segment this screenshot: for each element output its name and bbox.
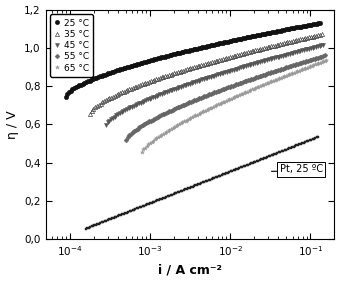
Y-axis label: η / V: η / V: [5, 110, 19, 139]
55 °C: [234, 83, 238, 86]
Line: 45 °C: 45 °C: [104, 43, 325, 127]
25 °C: [207, 44, 211, 47]
45 °C: [104, 124, 108, 127]
Legend: 25 °C, 35 °C, 45 °C, 55 °C, 65 °C: 25 °C, 35 °C, 45 °C, 55 °C, 65 °C: [50, 14, 93, 77]
55 °C: [124, 138, 128, 141]
25 °C: [274, 30, 278, 33]
Line: 25 °C: 25 °C: [64, 21, 322, 99]
25 °C: [164, 54, 168, 58]
Line: 55 °C: 55 °C: [124, 54, 326, 142]
Text: Pt, 25 ºC: Pt, 25 ºC: [280, 164, 323, 174]
35 °C: [284, 41, 288, 45]
25 °C: [318, 21, 322, 25]
45 °C: [291, 51, 295, 54]
35 °C: [88, 112, 92, 116]
35 °C: [300, 37, 304, 41]
65 °C: [164, 130, 168, 133]
Line: 35 °C: 35 °C: [88, 32, 324, 116]
25 °C: [147, 59, 151, 62]
X-axis label: i / A cm⁻²: i / A cm⁻²: [158, 263, 222, 276]
65 °C: [200, 111, 204, 114]
35 °C: [253, 49, 257, 52]
25 °C: [239, 37, 243, 40]
35 °C: [214, 59, 218, 63]
55 °C: [316, 56, 320, 59]
45 °C: [321, 43, 325, 47]
25 °C: [64, 95, 68, 98]
65 °C: [324, 59, 328, 62]
45 °C: [160, 92, 164, 95]
55 °C: [261, 74, 265, 77]
Line: 65 °C: 65 °C: [140, 58, 328, 154]
55 °C: [166, 110, 170, 114]
55 °C: [281, 67, 285, 70]
65 °C: [302, 67, 306, 70]
65 °C: [182, 120, 186, 123]
45 °C: [307, 47, 311, 50]
65 °C: [140, 151, 144, 154]
35 °C: [320, 33, 324, 36]
65 °C: [252, 87, 256, 91]
45 °C: [286, 52, 290, 56]
25 °C: [197, 47, 201, 50]
55 °C: [323, 54, 327, 57]
35 °C: [291, 39, 295, 43]
45 °C: [239, 66, 243, 69]
65 °C: [209, 106, 214, 109]
55 °C: [177, 105, 181, 109]
45 °C: [155, 94, 159, 98]
35 °C: [99, 102, 103, 105]
